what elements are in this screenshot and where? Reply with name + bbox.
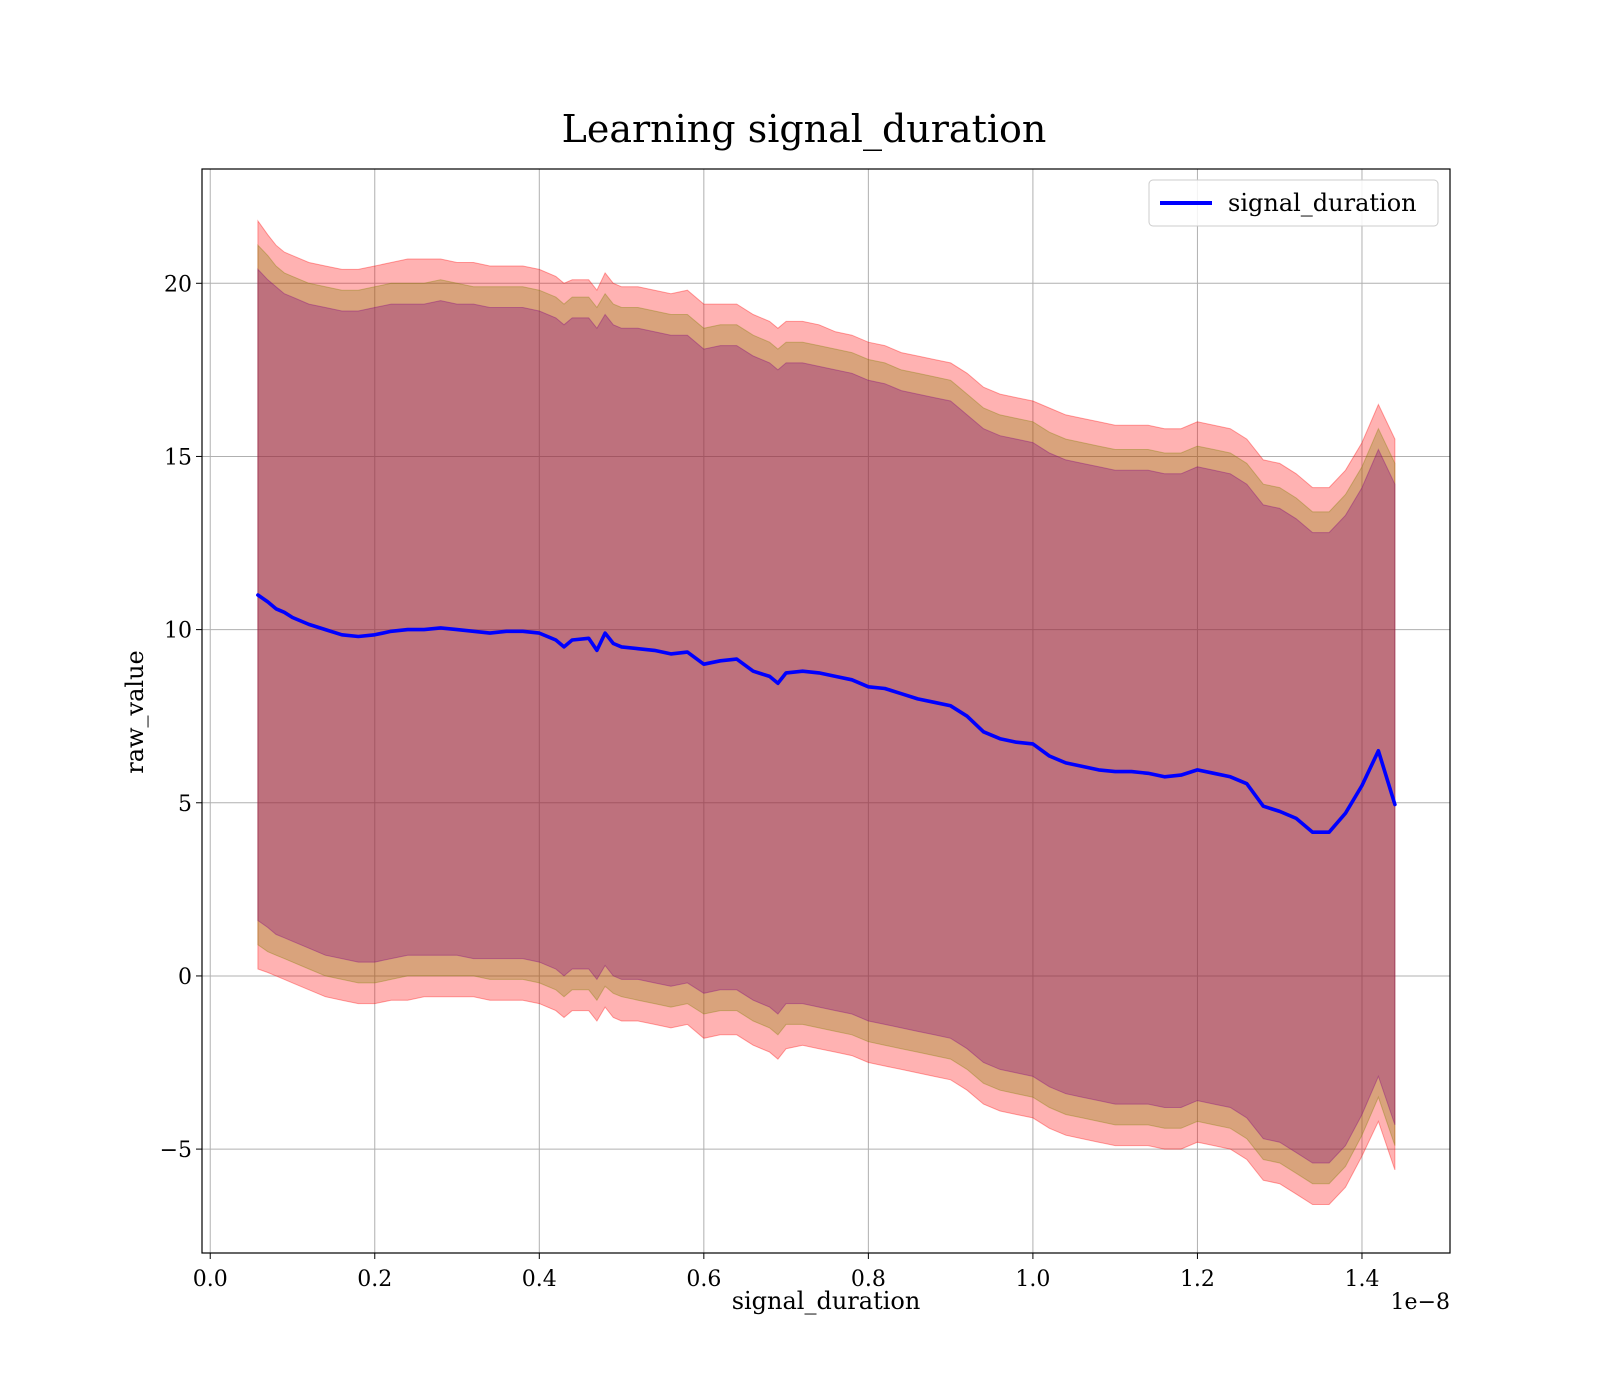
x-tick-label: 1.0 [1015,1267,1050,1292]
y-tick-label: 15 [164,445,192,470]
y-axis-ticks: −5 0 5 10 15 20 [160,272,202,1163]
y-tick-label: 5 [178,792,192,817]
x-tick-label: 0.4 [522,1267,557,1292]
confidence-band-outer [257,219,1396,1205]
x-tick-label: 0.6 [686,1267,721,1292]
x-tick-label: 0.2 [357,1267,392,1292]
y-axis-label: raw_value [121,650,149,774]
y-tick-label: 20 [164,272,192,297]
x-axis-offset-label: 1e−8 [1391,1290,1450,1315]
series-line-signal-duration [256,593,1397,834]
x-axis-ticks: 0.0 0.2 0.4 0.6 0.8 1.0 1.2 1.4 [193,1253,1379,1292]
y-tick-label: 0 [178,965,192,990]
x-tick-label: 0.8 [851,1267,886,1292]
legend-entry-label: signal_duration [1228,189,1417,217]
x-tick-label: 0.0 [193,1267,228,1292]
x-axis-label: signal_duration [732,1287,921,1315]
confidence-band-middle [257,243,1396,1185]
legend-box [1148,179,1439,227]
series-layer [256,593,1397,834]
plot-frame [201,168,1451,1254]
x-tick-label: 1.2 [1180,1267,1215,1292]
x-tick-label: 1.4 [1344,1267,1379,1292]
confidence-bands [257,219,1396,1205]
y-tick-label: −5 [160,1138,192,1163]
confidence-band-inner [257,268,1396,1164]
legend: signal_duration [1148,179,1439,227]
y-tick-label: 10 [164,619,192,644]
chart-title: Learning signal_duration [562,107,1047,152]
